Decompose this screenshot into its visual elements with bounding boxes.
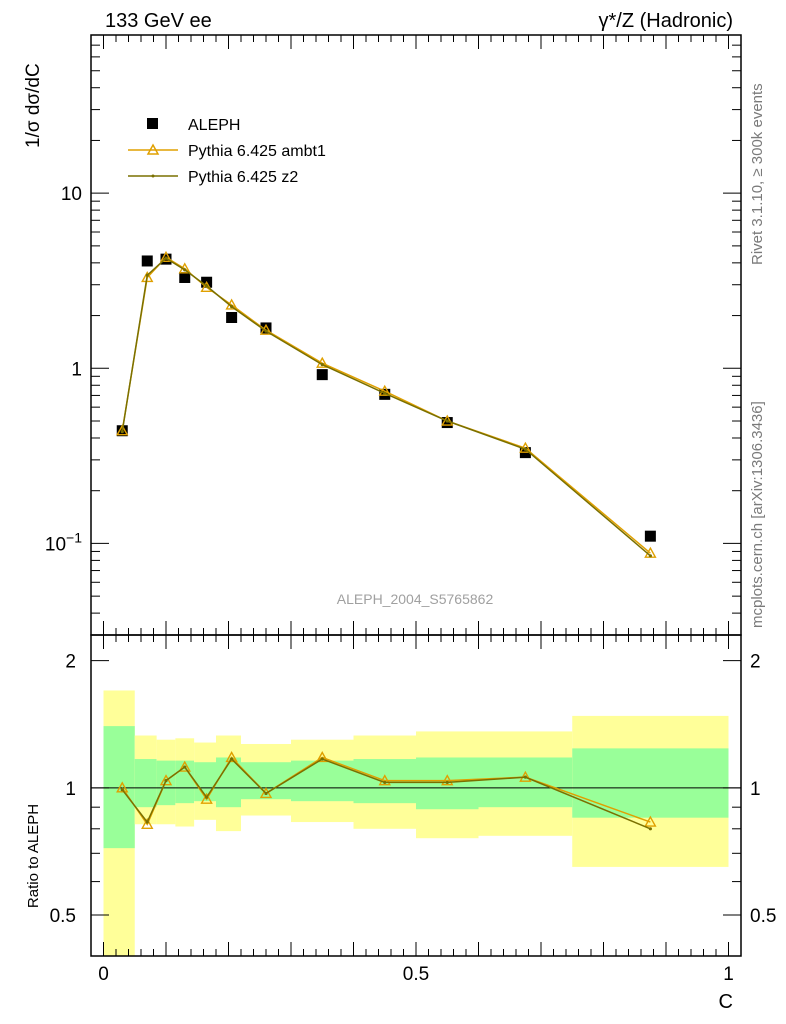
green-band [134, 759, 157, 808]
y-tick-label: 2 [750, 652, 761, 673]
z2-line [121, 257, 651, 557]
ambt1-point [141, 271, 154, 283]
z2-point [145, 273, 149, 277]
main-ylabel: 1/σ dσ/dC [23, 63, 44, 148]
legend-label-z2: Pythia 6.425 z2 [188, 169, 298, 186]
ratio-z2-point [145, 820, 149, 824]
main-plot: 10−1 1 10 [45, 34, 742, 636]
header-left: 133 GeV ee [105, 10, 212, 32]
x-tick-label: 0.5 [403, 964, 429, 985]
ratio-ylabel: Ratio to ALEPH [25, 804, 42, 908]
ratio-z2-point [120, 788, 124, 792]
z2-point [120, 430, 124, 434]
ratio-ambt1-point [378, 774, 391, 786]
y-tick-label: 2 [65, 652, 76, 673]
ratio-plot: 0 0.5 1 0.5 0.5 1 1 2 2 [50, 634, 776, 985]
green-band [572, 748, 729, 818]
ratio-z2-line [121, 757, 651, 830]
y-tick-label: 10−1 [45, 529, 82, 555]
ratio-ambt1-point [644, 815, 657, 827]
legend-label-ambt1: Pythia 6.425 ambt1 [188, 143, 326, 160]
green-band [156, 760, 176, 806]
z2-point [383, 391, 387, 395]
green-band [216, 757, 241, 808]
ambt1-line [121, 256, 651, 554]
ratio-z2-point [648, 827, 652, 831]
aleph-point [644, 530, 656, 542]
aleph-point [316, 369, 328, 381]
ratio-z2-point [205, 795, 209, 799]
analysis-watermark: ALEPH_2004_S5765862 [337, 591, 494, 607]
z2-point [205, 284, 209, 288]
ratio-ambt1-point [159, 774, 173, 786]
ratio-ambt1-point [316, 751, 329, 763]
ratio-ambt1-point [141, 817, 154, 829]
ratio-z2-point [264, 791, 268, 796]
ratio-ambt1-point [225, 751, 238, 763]
ratio-ambt1-point [441, 774, 454, 786]
ambt1-point [159, 250, 173, 263]
z2-point [230, 305, 234, 309]
x-tick-label: 0 [98, 964, 109, 985]
ratio-ambt1-point [178, 760, 191, 772]
y-tick-label: 10 [61, 184, 82, 205]
green-band [478, 757, 573, 808]
z2-point [445, 419, 449, 423]
ratio-z2-point [183, 765, 187, 769]
z2-point [183, 268, 187, 272]
legend-marker-ambt1 [146, 143, 160, 155]
legend-label-aleph: ALEPH [188, 117, 240, 134]
aleph-point [226, 311, 238, 323]
z2-point [264, 329, 268, 333]
aleph-point [260, 322, 272, 334]
ambt1-point [116, 424, 129, 436]
x-tick-label: 1 [723, 964, 734, 985]
y-tick-label: 1 [750, 779, 761, 800]
legend-marker-aleph [147, 118, 158, 129]
z2-point [164, 256, 168, 260]
ratio-ambt1-point [200, 792, 213, 804]
z2-point [648, 554, 652, 558]
ratio-z2-point [320, 757, 324, 761]
y-tick-label: 1 [71, 359, 82, 380]
header-right: γ*/Z (Hadronic) [599, 10, 733, 32]
y-tick-label: 0.5 [50, 906, 76, 927]
y-tick-label: 1 [65, 779, 76, 800]
legend: ALEPH Pythia 6.425 ambt1 Pythia 6.425 z2 [128, 117, 326, 186]
mcplots-label: mcplots.cern.ch [arXiv:1306.3436] [749, 401, 766, 628]
ambt1-point [378, 384, 391, 396]
z2-point [320, 362, 324, 367]
legend-marker-z2 [151, 174, 155, 178]
ratio-z2-point [445, 780, 449, 785]
y-tick-label: 0.5 [750, 906, 776, 927]
ratio-z2-point [230, 757, 234, 761]
aleph-point [179, 271, 191, 283]
ratio-ambt1-point [259, 786, 273, 799]
ratio-z2-point [383, 780, 387, 785]
ratio-xlabel: C [719, 991, 733, 1013]
ratio-z2-point [164, 779, 168, 783]
ratio-ambt1-point [116, 781, 129, 793]
ambt1-point [200, 280, 213, 293]
aleph-point [141, 255, 153, 267]
z2-point [523, 447, 527, 451]
ratio-z2-point [523, 775, 527, 779]
rivet-label: Rivet 3.1.10, ≥ 300k events [749, 83, 766, 265]
